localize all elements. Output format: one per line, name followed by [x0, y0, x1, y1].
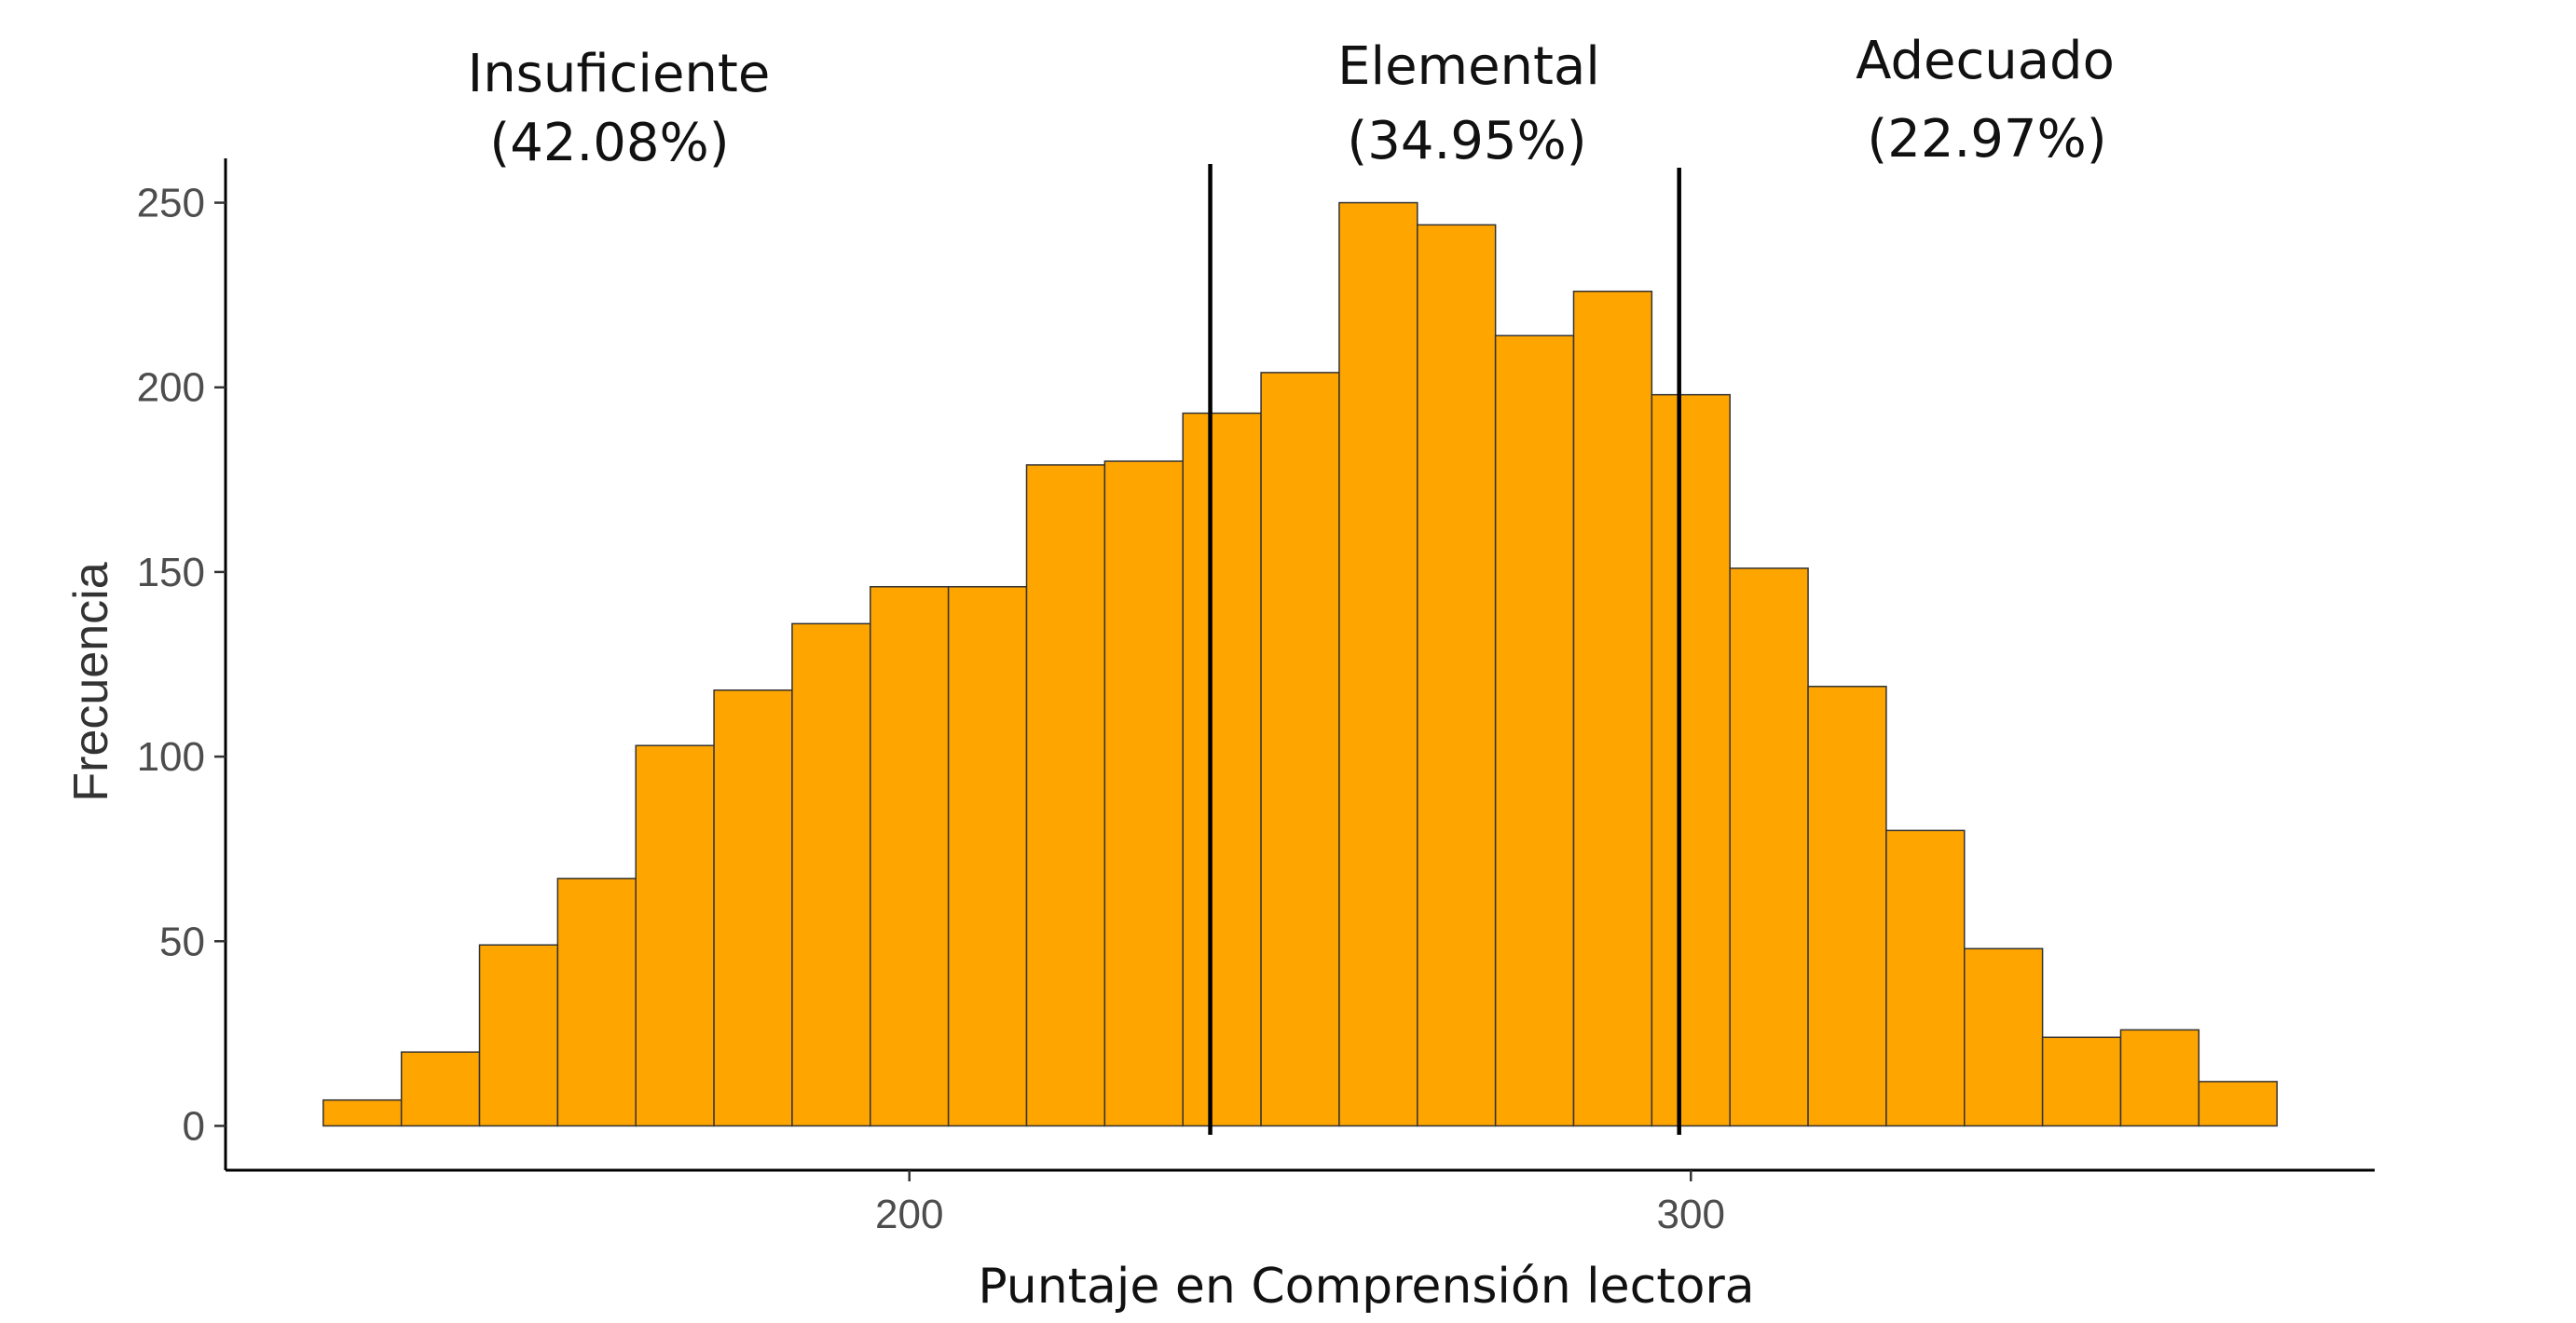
region-label-adecuado: Adecuado — [1856, 31, 2115, 91]
histogram-bar — [478, 944, 559, 1127]
histogram-bar — [1182, 412, 1262, 1127]
x-tick-label: 300 — [1657, 1192, 1725, 1237]
histogram-bar — [635, 744, 715, 1127]
histogram-bar — [1729, 567, 1809, 1127]
histogram-bar — [556, 878, 637, 1127]
cutoff-lines — [1208, 164, 1681, 1135]
region-pct-elemental: (34.95%) — [1347, 111, 1586, 171]
y-tick-label: 200 — [137, 365, 205, 411]
histogram-bar — [1964, 948, 2044, 1127]
y-axis-title: Frecuencia — [64, 562, 118, 801]
histogram-bar — [2198, 1081, 2278, 1127]
histogram-bar — [1025, 464, 1106, 1127]
y-tick-label: 0 — [183, 1103, 205, 1149]
region-label-insuficiente: Insuficiente — [468, 44, 771, 104]
y-tick-label: 50 — [159, 919, 205, 964]
histogram-bar — [1417, 224, 1497, 1127]
histogram-bar — [1494, 334, 1575, 1127]
y-tick-label: 150 — [137, 550, 205, 595]
histogram-bar — [791, 622, 871, 1127]
histogram-bar — [947, 586, 1028, 1127]
histogram-bar — [713, 689, 793, 1127]
y-tick-label: 100 — [137, 734, 205, 780]
histogram-bar — [1885, 829, 1966, 1127]
histogram-bar — [2119, 1029, 2200, 1127]
histogram-bar — [322, 1098, 403, 1127]
histogram-bar — [1807, 686, 1887, 1127]
y-axis-ticks: 0 50 100 150 200 250 — [137, 181, 226, 1149]
histogram-bar — [400, 1051, 481, 1127]
histogram-bar — [1103, 460, 1184, 1127]
x-tick-label: 200 — [875, 1192, 943, 1237]
histogram-bar — [2041, 1036, 2122, 1127]
histogram-bar — [1572, 290, 1653, 1127]
histogram-bar — [870, 586, 950, 1127]
y-tick-label: 250 — [137, 181, 205, 226]
region-pct-insuficiente: (42.08%) — [489, 113, 729, 173]
region-pct-adecuado: (22.97%) — [1867, 109, 2106, 170]
x-axis-ticks: 200 300 — [875, 1170, 1725, 1237]
histogram-bar — [1338, 201, 1418, 1127]
bars-group — [322, 201, 2278, 1127]
x-axis-title: Puntaje en Comprensión lectora — [978, 1259, 1754, 1315]
histogram-bar — [1260, 372, 1340, 1127]
histogram-bar — [1651, 393, 1731, 1127]
region-label-elemental: Elemental — [1337, 36, 1600, 97]
